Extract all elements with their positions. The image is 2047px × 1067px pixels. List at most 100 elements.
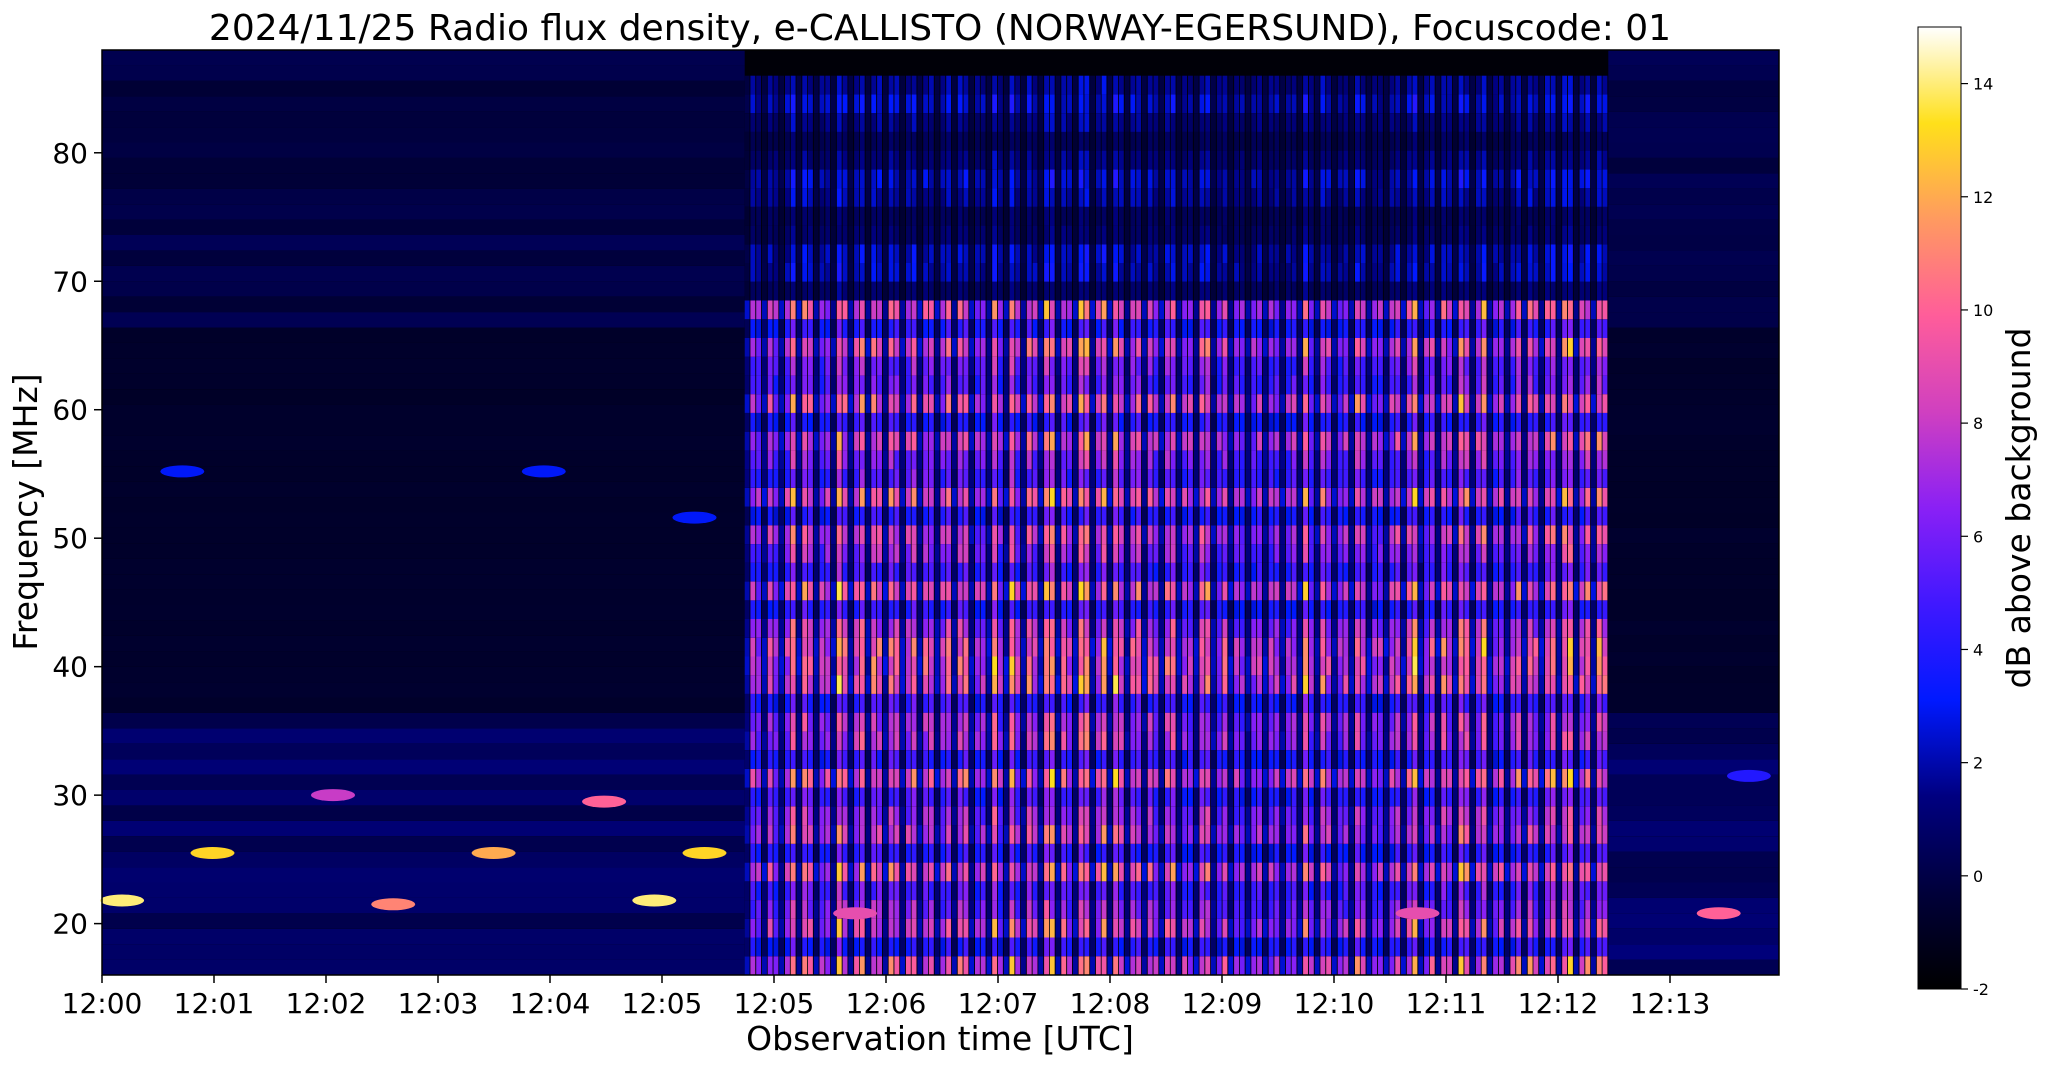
burst-cell [1165,656,1170,676]
burst-cell [1199,225,1205,245]
burst-cell [767,487,773,507]
burst-cell [888,450,894,470]
burst-cell [1113,431,1119,451]
burst-cell [1049,675,1055,694]
burst-cell [1268,394,1274,413]
burst-cell [1188,637,1193,657]
burst-cell [1159,750,1165,769]
burst-cell [992,244,998,263]
burst-cell [796,356,802,376]
burst-cell [767,600,773,619]
burst-cell [957,918,963,938]
burst-cell [1239,319,1245,338]
burst-cell [923,412,929,432]
burst-cell [790,825,796,844]
burst-cell [1257,712,1262,732]
burst-cell [980,600,986,619]
burst-cell [1170,768,1176,788]
burst-cell [1084,768,1090,788]
burst-cell [1055,900,1061,919]
burst-cell [980,656,986,676]
burst-cell [986,712,992,732]
burst-cell [1021,956,1026,975]
burst-cell [900,619,905,638]
burst-cell [928,956,934,975]
burst-cell [762,900,767,919]
burst-cell [1326,787,1332,807]
burst-cell [998,300,1003,320]
burst-cell [928,619,934,638]
burst-cell [1009,843,1015,863]
burst-cell [762,956,767,975]
burst-cell [900,412,905,432]
burst-cell [1308,675,1314,694]
burst-cell [1038,806,1044,826]
burst-cell [1165,806,1170,826]
burst-cell [900,75,905,95]
burst-cell [1193,319,1199,338]
burst-cell [1176,431,1182,451]
burst-cell [963,750,969,769]
burst-cell [969,188,975,207]
burst-cell [1205,544,1211,563]
burst-cell [1049,600,1055,619]
burst-cell [1251,675,1257,694]
burst-cell [1003,937,1009,957]
burst-cell [1239,169,1245,189]
burst-cell [1015,787,1021,807]
burst-cell [934,712,940,732]
burst-cell [854,862,859,882]
burst-cell [854,188,859,207]
burst-cell [796,281,802,301]
burst-cell [859,600,865,619]
burst-cell [905,750,911,769]
burst-cell [848,675,854,694]
burst-cell [969,731,975,751]
background-band [102,281,745,297]
burst-cell [790,937,796,957]
burst-cell [1067,900,1072,919]
burst-cell [773,450,779,470]
burst-cell [1262,843,1268,863]
burst-cell [842,94,848,114]
burst-cell [1234,150,1239,170]
burst-cell [1130,300,1136,320]
burst-cell [854,450,859,470]
burst-cell [1141,169,1147,189]
burst-cell [825,600,831,619]
burst-cell [1211,469,1216,488]
burst-cell [762,825,767,844]
burst-cell [1003,694,1009,713]
burst-cell [1072,169,1078,189]
burst-cell [1182,150,1188,170]
burst-cell [928,206,934,226]
burst-cell [836,450,842,470]
burst-cell [1245,113,1251,132]
burst-cell [1072,319,1078,338]
burst-cell [1090,675,1095,694]
burst-cell [1107,825,1113,844]
burst-cell [1222,918,1228,938]
burst-cell [1280,75,1285,95]
burst-cell [1003,750,1009,769]
burst-cell [1170,656,1176,676]
burst-cell [744,843,750,863]
burst-cell [934,768,940,788]
burst-cell [1268,150,1274,170]
burst-cell [1072,694,1078,713]
burst-cell [802,918,808,938]
burst-cell [1090,225,1095,245]
burst-cell [871,206,877,226]
background-band [1608,913,1779,929]
burst-cell [796,225,802,245]
burst-cell [785,206,790,226]
burst-cell [1032,712,1038,732]
burst-cell [825,525,831,544]
burst-cell [836,525,842,544]
burst-cell [888,843,894,863]
burst-cell [1274,244,1280,263]
burst-cell [1216,375,1222,395]
burst-cell [975,113,980,132]
burst-cell [871,937,877,957]
burst-cell [1216,525,1222,544]
